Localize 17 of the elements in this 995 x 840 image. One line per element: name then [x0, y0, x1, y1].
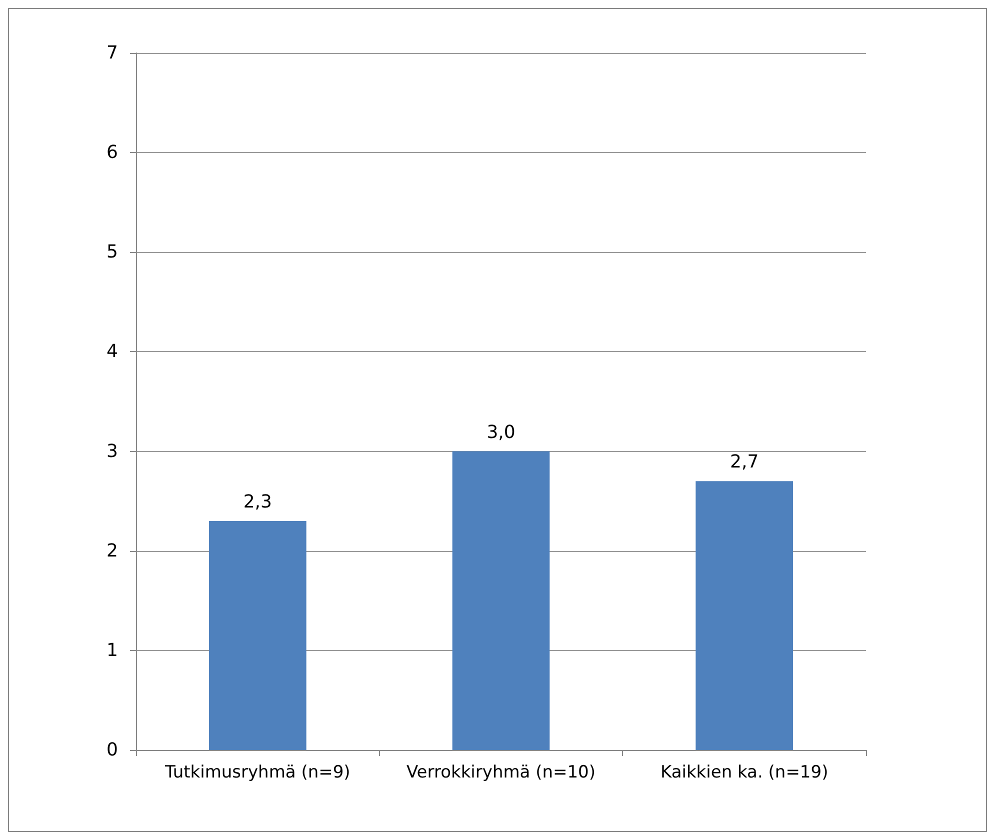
x-tick-label: Verrokkiryhmä (n=10): [406, 762, 596, 782]
y-tick-label: 3: [106, 440, 118, 462]
y-tick-label: 4: [106, 341, 118, 362]
y-tick-label: 5: [106, 242, 118, 263]
x-tick-label: Tutkimusryhmä (n=9): [164, 762, 350, 782]
y-tick-label: 0: [106, 740, 118, 760]
bar: [209, 520, 306, 750]
x-tick-label: Kaikkien ka. (n=19): [660, 762, 828, 782]
bar: [452, 451, 550, 750]
data-label: 2,3: [243, 491, 272, 512]
y-tick-label: 1: [106, 640, 118, 661]
bar: [696, 481, 793, 750]
y-tick-label: 2: [106, 540, 118, 562]
data-label: 2,7: [730, 452, 759, 473]
y-tick-label: 7: [106, 42, 118, 64]
data-label: 3,0: [486, 422, 516, 443]
y-tick-label: 6: [106, 142, 118, 164]
